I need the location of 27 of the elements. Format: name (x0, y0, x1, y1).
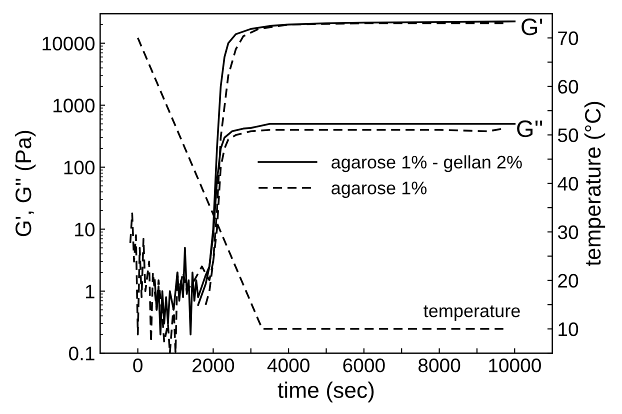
y-axis-title: G', G'' (Pa) (14, 130, 36, 236)
y2-tick-label: 50 (558, 128, 578, 142)
annotation: temperature (424, 305, 520, 321)
legend-label: agarose 1% - gellan 2% (332, 155, 522, 172)
y-tick-label: 0.1 (69, 346, 94, 360)
x-tick-label: 2000 (192, 358, 234, 372)
x-axis-title: time (sec) (278, 382, 374, 402)
legend-label: agarose 1% (332, 182, 427, 198)
y2-tick-label: 70 (558, 31, 578, 46)
x-tick-label: 0 (133, 358, 142, 372)
annotation: G' (522, 18, 542, 36)
y2-axis-title: temperature (°C) (584, 102, 606, 266)
annotation: G'' (517, 120, 542, 138)
y-tick-label: 1 (86, 284, 94, 298)
x-tick-label: 6000 (343, 358, 385, 372)
y-tick-label: 10000 (42, 36, 95, 50)
y2-tick-label: 60 (558, 80, 578, 94)
x-tick-label: 10000 (489, 358, 541, 372)
y2-tick-label: 20 (558, 274, 578, 288)
x-tick-label: 8000 (418, 358, 460, 372)
y-tick-label: 10 (75, 222, 95, 236)
y2-tick-label: 40 (558, 176, 578, 191)
y2-tick-label: 10 (558, 322, 578, 336)
y2-tick-label: 30 (558, 225, 578, 240)
x-tick-label: 4000 (267, 358, 310, 372)
y-tick-label: 100 (64, 160, 95, 174)
y-tick-label: 1000 (54, 98, 95, 112)
